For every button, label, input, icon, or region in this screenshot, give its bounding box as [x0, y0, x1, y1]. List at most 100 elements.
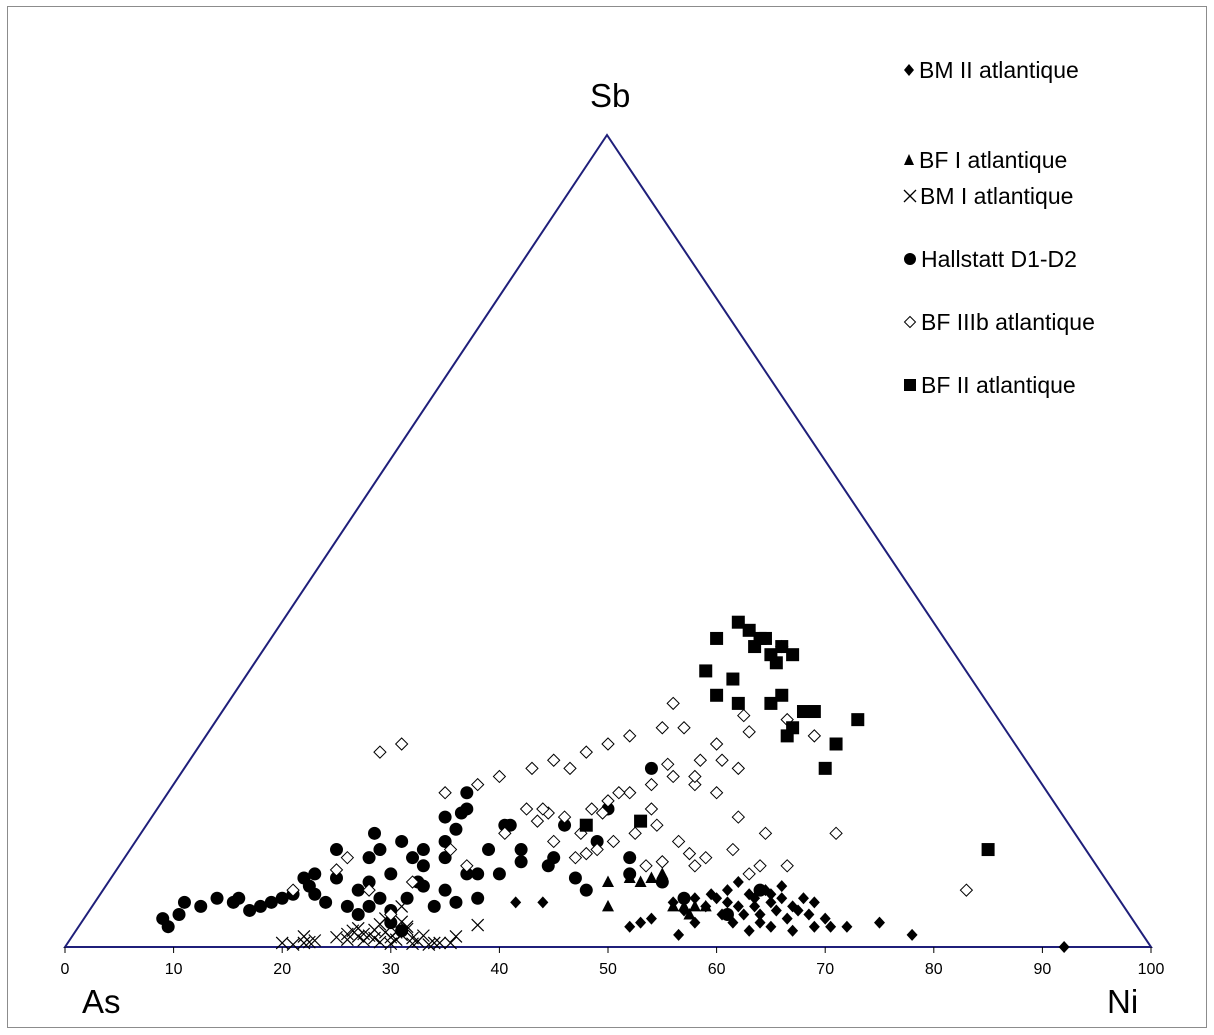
x-icon [903, 189, 917, 203]
point-bf-iiib-atlantique [959, 883, 974, 897]
point-bf-iiib-atlantique [623, 729, 637, 743]
point-bf-iiib-atlantique [498, 826, 512, 841]
point-bf-iiib-atlantique [519, 802, 534, 816]
point-bf-iiib-atlantique [699, 850, 713, 865]
point-bf-ii-atlantique [775, 640, 789, 654]
legend-label: BF I atlantique [919, 147, 1068, 173]
point-hallstatt-d1-d2 [330, 843, 343, 857]
diamond-open-icon [903, 315, 917, 329]
point-hallstatt-d1-d2 [460, 802, 474, 816]
point-hallstatt-d1-d2 [753, 883, 767, 897]
point-bm-i-atlantique [416, 929, 430, 943]
point-bf-iiib-atlantique [557, 810, 572, 824]
point-hallstatt-d1-d2 [460, 786, 474, 800]
point-hallstatt-d1-d2 [655, 875, 669, 889]
point-bf-iiib-atlantique [693, 753, 708, 767]
diamond-filled-icon [904, 64, 914, 76]
point-bm-i-atlantique [384, 937, 398, 951]
point-bm-ii-atlantique [510, 896, 522, 909]
point-hallstatt-d1-d2 [438, 851, 452, 865]
point-bf-iiib-atlantique [384, 907, 398, 922]
point-bm-ii-atlantique [721, 884, 733, 897]
point-hallstatt-d1-d2 [492, 867, 506, 881]
point-hallstatt-d1-d2 [362, 875, 376, 889]
point-bm-ii-atlantique [1058, 941, 1070, 953]
point-hallstatt-d1-d2 [438, 883, 452, 897]
corner-label-right: Ni [1107, 983, 1139, 1020]
point-bm-ii-atlantique [635, 916, 647, 929]
point-hallstatt-d1-d2 [384, 916, 398, 930]
point-bf-iiib-atlantique [394, 737, 409, 751]
point-bf-ii-atlantique [769, 656, 783, 670]
point-bm-i-atlantique [471, 918, 485, 932]
point-hallstatt-d1-d2 [253, 899, 267, 913]
point-bf-i-atlantique [634, 875, 647, 888]
point-bm-ii-atlantique [765, 920, 777, 933]
point-bm-i-atlantique [449, 930, 463, 943]
point-hallstatt-d1-d2 [384, 867, 398, 881]
point-bf-ii-atlantique [807, 705, 821, 719]
point-bf-iiib-atlantique [661, 757, 675, 772]
point-bm-ii-atlantique [705, 888, 717, 901]
point-hallstatt-d1-d2 [471, 867, 485, 881]
point-bf-i-atlantique [688, 899, 701, 912]
point-hallstatt-d1-d2 [416, 843, 430, 857]
point-bm-ii-atlantique [721, 896, 733, 909]
point-bf-iiib-atlantique [758, 826, 773, 841]
point-bf-i-atlantique [645, 871, 658, 883]
point-hallstatt-d1-d2 [720, 908, 734, 922]
point-bm-i-atlantique [286, 938, 300, 951]
point-bf-iiib-atlantique [373, 745, 387, 759]
point-bf-iiib-atlantique [628, 826, 642, 841]
point-bf-iiib-atlantique [688, 859, 702, 873]
axis-tick-label: 60 [708, 961, 726, 978]
legend-label: BM II atlantique [919, 57, 1079, 83]
point-hallstatt-d1-d2 [330, 871, 343, 885]
axis-tick-label: 10 [165, 961, 183, 978]
axis-tick-label: 90 [1034, 961, 1052, 978]
point-hallstatt-d1-d2 [558, 818, 572, 832]
point-hallstatt-d1-d2 [161, 920, 175, 934]
point-bm-ii-atlantique [754, 916, 766, 929]
point-bf-iiib-atlantique [644, 802, 659, 816]
point-bf-ii-atlantique [634, 814, 648, 828]
point-bf-ii-atlantique [851, 713, 865, 727]
point-bf-iiib-atlantique [623, 786, 637, 800]
point-bf-iiib-atlantique [807, 729, 822, 743]
point-hallstatt-d1-d2 [319, 895, 333, 909]
point-bf-iiib-atlantique [682, 846, 697, 861]
axis-tick-label: 30 [382, 961, 400, 978]
point-hallstatt-d1-d2 [514, 843, 528, 857]
point-bf-i-atlantique [683, 908, 696, 920]
point-hallstatt-d1-d2 [373, 843, 387, 857]
legend-label: BF IIIb atlantique [921, 309, 1095, 335]
point-bf-iiib-atlantique [585, 802, 599, 816]
point-hallstatt-d1-d2 [623, 867, 637, 881]
point-hallstatt-d1-d2 [406, 851, 420, 865]
point-hallstatt-d1-d2 [416, 859, 430, 873]
ternary-chart: 0 10 20 30 40 50 60 70 80 90 100 [61, 133, 1164, 978]
point-bm-i-atlantique [340, 933, 354, 947]
point-bf-iiib-atlantique [579, 745, 593, 759]
point-bf-iiib-atlantique [688, 777, 702, 792]
point-bf-iiib-atlantique [677, 721, 691, 735]
point-bm-ii-atlantique [673, 928, 685, 941]
point-bf-iiib-atlantique [650, 818, 664, 832]
point-bm-ii-atlantique [689, 916, 701, 929]
point-bm-ii-atlantique [797, 892, 809, 905]
point-bm-ii-atlantique [803, 908, 815, 921]
point-bm-ii-atlantique [776, 880, 788, 893]
point-bm-ii-atlantique [765, 888, 777, 901]
point-bf-iiib-atlantique [829, 826, 843, 841]
point-bm-i-atlantique [275, 936, 289, 950]
chart-frame: 0 10 20 30 40 50 60 70 80 90 100 Sb As Ni BM II at… [7, 6, 1207, 1028]
point-bf-ii-atlantique [758, 631, 772, 645]
point-bf-i-atlantique [667, 899, 680, 912]
point-hallstatt-d1-d2 [232, 891, 246, 905]
point-bf-iiib-atlantique [726, 842, 740, 857]
point-bm-i-atlantique [330, 930, 343, 944]
point-bf-ii-atlantique [780, 729, 794, 743]
point-bf-iiib-atlantique [742, 867, 756, 881]
point-hallstatt-d1-d2 [590, 834, 604, 848]
point-bf-iiib-atlantique [438, 786, 452, 800]
